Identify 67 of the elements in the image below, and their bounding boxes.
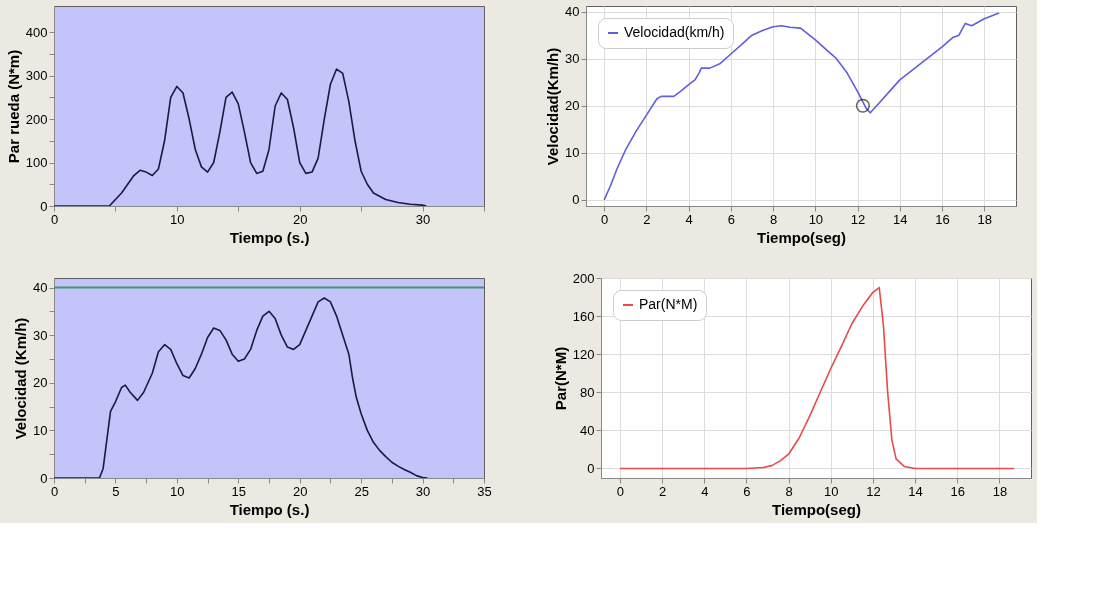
line-series: [603, 12, 1000, 201]
line-series: [54, 297, 429, 478]
x-tick-label: 2: [659, 483, 667, 499]
x-tick-label: 20: [292, 483, 308, 499]
x-tick-label: 12: [866, 483, 881, 499]
y-tick-label: 10: [33, 422, 48, 438]
x-tick-label: 8: [785, 483, 793, 499]
y-axis-title: Velocidad(Km/h): [544, 47, 562, 166]
x-tick-label: 14: [893, 211, 908, 227]
y-axis-title: Par(N*M): [551, 346, 569, 411]
x-tick-label: 15: [231, 483, 247, 499]
y-tick-label: 0: [40, 198, 48, 214]
y-axis-title: Velocidad (Km/h): [12, 317, 30, 440]
x-tick-label: 20: [292, 211, 308, 227]
x-tick-label: 25: [354, 483, 369, 499]
y-tick-label: 20: [33, 375, 48, 391]
x-tick-label: 5: [112, 483, 120, 499]
x-tick-label: 4: [701, 483, 709, 499]
y-tick-label: 40: [580, 422, 595, 438]
x-tick-label: 35: [477, 483, 492, 499]
x-tick-label: 0: [616, 483, 625, 499]
y-tick-label: 20: [565, 98, 580, 114]
y-tick-label: 30: [565, 51, 580, 67]
y-tick-label: 10: [565, 145, 580, 161]
x-tick-label: 10: [808, 211, 824, 227]
x-tick-label: 14: [908, 483, 923, 499]
y-tick-label: 80: [580, 384, 595, 400]
y-tick-label: 40: [565, 4, 580, 20]
y-tick-label: 200: [25, 111, 48, 127]
y-axis-title: Par rueda (N*m): [4, 49, 22, 164]
y-tick-label: 0: [587, 460, 595, 476]
y-tick-label: 400: [25, 24, 48, 40]
x-tick-label: 0: [50, 483, 59, 499]
x-tick-label: 30: [415, 483, 431, 499]
y-tick-label: 120: [572, 346, 595, 362]
legend-label: Velocidad(km/h): [624, 24, 725, 40]
legend-label: Par(N*M): [639, 296, 698, 312]
y-tick-label: 100: [25, 155, 48, 171]
x-axis-title: Tiempo(seg): [772, 500, 861, 518]
x-tick-label: 6: [727, 211, 735, 227]
line-series: [619, 286, 1015, 470]
x-axis-title: Tiempo(seg): [757, 228, 846, 246]
x-tick-label: 8: [770, 211, 778, 227]
y-tick-label: 40: [33, 280, 48, 296]
x-tick-label: 2: [643, 211, 651, 227]
x-tick-label: 18: [977, 211, 993, 227]
x-tick-label: 30: [415, 211, 431, 227]
x-tick-label: 18: [992, 483, 1008, 499]
x-tick-label: 12: [850, 211, 866, 227]
x-axis-title: Tiempo (s.): [229, 228, 310, 246]
x-axis-title: Tiempo (s.): [229, 500, 310, 518]
y-tick-label: 160: [572, 308, 595, 324]
y-tick-label: 300: [25, 68, 48, 84]
x-tick-label: 16: [950, 483, 965, 499]
y-tick-label: 0: [40, 470, 48, 486]
x-tick-label: 16: [935, 211, 950, 227]
x-tick-label: 4: [685, 211, 693, 227]
x-tick-label: 10: [824, 483, 839, 499]
x-tick-label: 6: [743, 483, 751, 499]
x-tick-label: 0: [50, 211, 59, 227]
x-tick-label: 0: [601, 211, 609, 227]
line-series: [54, 68, 428, 206]
y-tick-label: 200: [572, 270, 595, 286]
y-tick-label: 30: [33, 327, 48, 343]
y-tick-label: 0: [572, 192, 580, 208]
x-tick-label: 10: [170, 483, 185, 499]
x-tick-label: 10: [170, 211, 185, 227]
